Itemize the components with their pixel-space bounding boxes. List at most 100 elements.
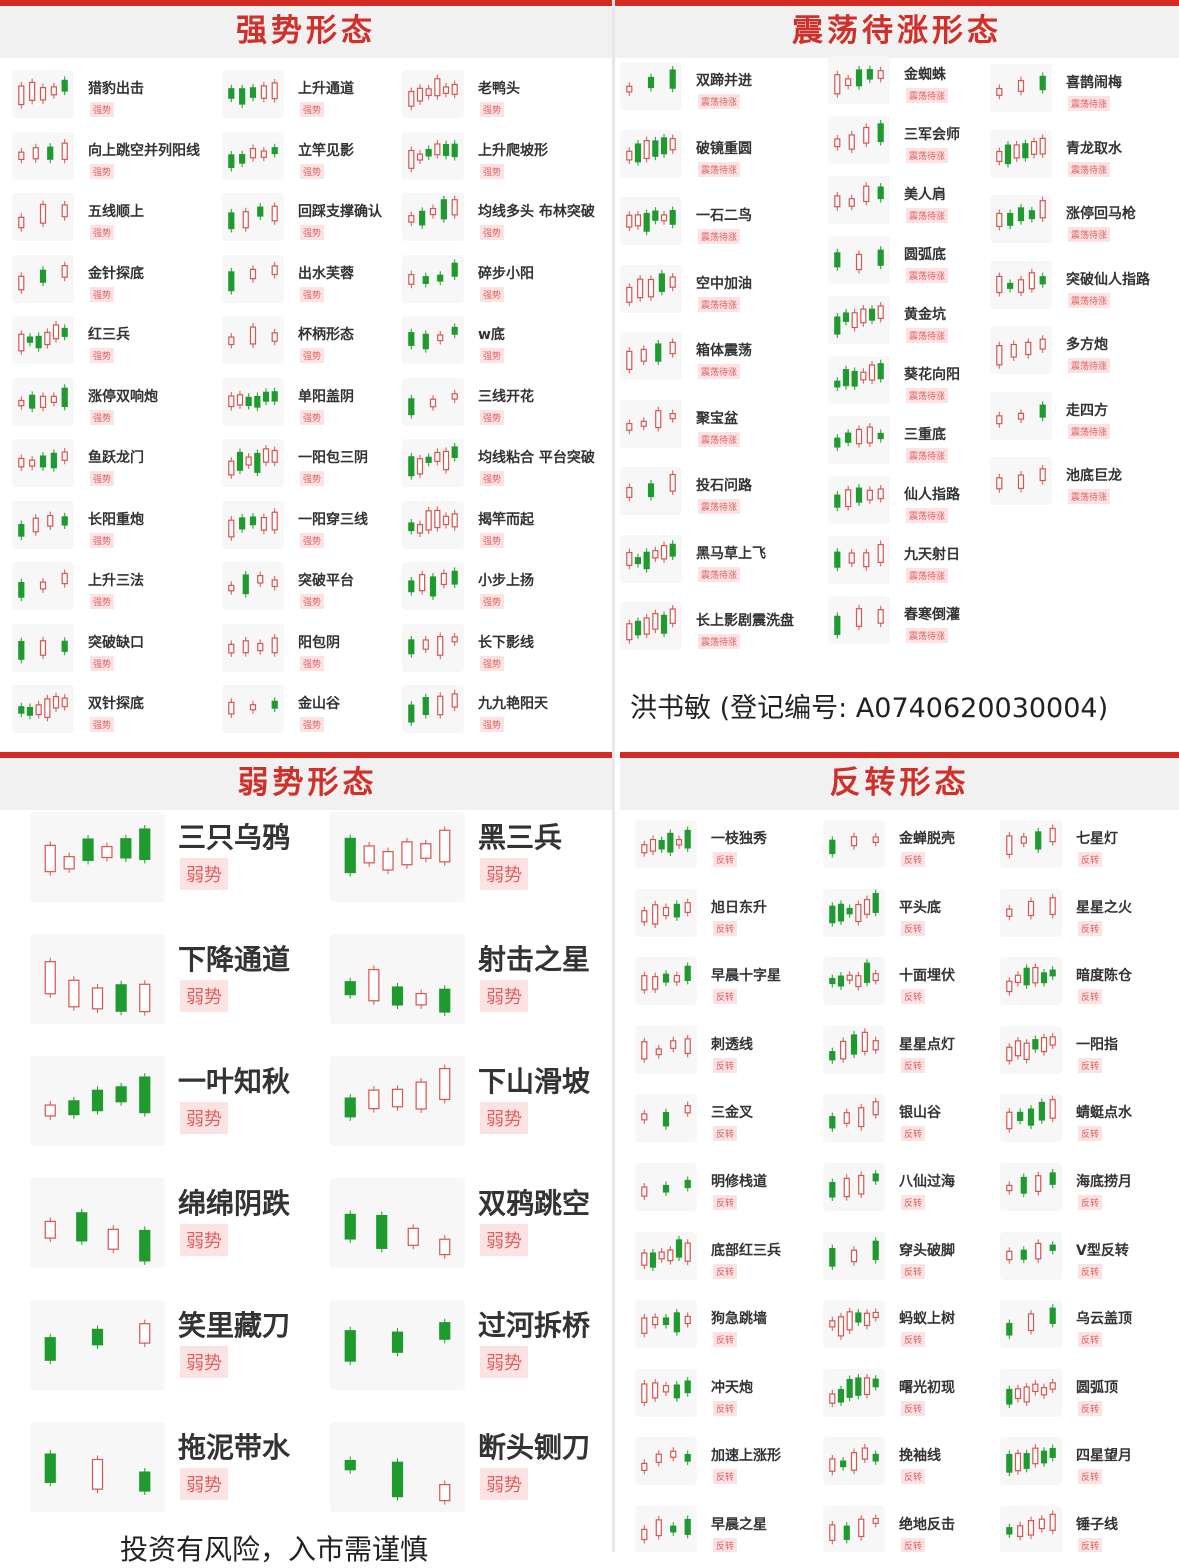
candle-body [647, 483, 655, 498]
section-title: 弱势形态 [237, 765, 378, 801]
section-title: 反转形态 [829, 765, 970, 801]
candle-body [877, 305, 884, 319]
candlestick-pattern-icon [620, 332, 682, 380]
candlestick-pattern-icon [990, 391, 1052, 440]
candle-body [257, 206, 264, 217]
candle-body [245, 396, 252, 406]
pattern-tag: 震荡待涨 [1068, 227, 1111, 242]
candle-body [840, 1460, 847, 1468]
candle-body [44, 1104, 56, 1117]
candle-body [239, 516, 246, 529]
candle-body [271, 146, 278, 154]
section-header: 弱势形态 [0, 752, 615, 810]
pattern-name: 挽袖线 [899, 1448, 941, 1465]
pattern-name: 四星望月 [1076, 1448, 1132, 1465]
candle-body [50, 395, 57, 403]
candle-body [439, 988, 451, 1013]
candlestick-pattern-icon [12, 377, 74, 426]
pattern-tag: 强势 [480, 348, 505, 363]
candlestick-pattern-icon [402, 623, 464, 672]
candlestick-pattern-icon [222, 316, 284, 364]
candlestick-pattern-icon [1000, 1094, 1062, 1143]
pattern-name: 涨停回马枪 [1066, 206, 1136, 222]
candle-body [139, 828, 151, 860]
pattern-name: 上升通道 [298, 81, 354, 97]
candle-body [626, 214, 633, 228]
pattern-name: 破镜重圆 [696, 140, 752, 157]
candle-body [667, 832, 674, 853]
candle-body [877, 363, 884, 380]
pattern-tag: 反转 [1078, 920, 1103, 936]
candle-body [61, 640, 68, 652]
candle-body [76, 1212, 88, 1242]
pattern-name: 绝地反击 [899, 1517, 955, 1533]
candle-body [47, 146, 54, 160]
candle-body [44, 698, 51, 718]
candle-body [866, 489, 873, 501]
pattern-tag: 反转 [713, 1057, 738, 1073]
candle-body [829, 905, 836, 923]
candle-body [39, 455, 47, 468]
candle-body [634, 556, 642, 564]
risk-disclaimer: 投资有风险，入市需谨慎 [120, 1533, 429, 1566]
candle-body [442, 450, 450, 471]
candlestick-pattern-icon [402, 254, 464, 303]
pattern-name: 一枝独秀 [711, 831, 767, 847]
candle-body [684, 1105, 691, 1114]
candlestick-pattern-icon [823, 1368, 885, 1417]
candlestick-pattern-icon [635, 888, 697, 937]
candle-body [228, 460, 235, 476]
pattern-name: 金山谷 [298, 696, 340, 712]
candle-body [61, 387, 68, 407]
candle-body [1006, 835, 1013, 855]
pattern-tag: 震荡待涨 [698, 634, 741, 649]
candle-body [1032, 967, 1039, 984]
candle-body [451, 143, 458, 157]
candle-body [860, 308, 867, 324]
candle-body [834, 195, 841, 208]
pattern-tag: 反转 [1078, 989, 1103, 1005]
candle-body [829, 1247, 836, 1267]
pattern-name: 断头铡刀 [478, 1431, 591, 1464]
candlestick-pattern-icon [828, 416, 890, 464]
pattern-tag: 强势 [90, 471, 115, 486]
candle-body [1004, 144, 1012, 164]
candle-body [1049, 1099, 1056, 1120]
candle-body [872, 1454, 879, 1462]
candle-body [39, 639, 47, 656]
candle-body [669, 543, 676, 557]
candlestick-pattern-icon [823, 1163, 885, 1211]
candle-body [1014, 974, 1022, 984]
pattern-name: 仙人指路 [904, 487, 960, 503]
candle-body [684, 1179, 691, 1189]
candle-body [408, 149, 415, 169]
pattern-tag: 震荡待涨 [698, 499, 741, 514]
candle-body [626, 286, 633, 303]
candle-body [643, 212, 650, 232]
pattern-tag: 强势 [90, 348, 115, 363]
candle-body [658, 1251, 665, 1259]
candle-body [877, 432, 884, 440]
candlestick-pattern-icon [30, 1422, 165, 1512]
pattern-name: 上升三法 [88, 573, 144, 589]
candlestick-pattern-icon [635, 1231, 697, 1280]
candlestick-pattern-icon [990, 457, 1052, 505]
pattern-name: 出水芙蓉 [298, 265, 354, 282]
pattern-tag: 震荡待涨 [906, 328, 949, 343]
candlestick-pattern-icon [1000, 1437, 1062, 1486]
candle-body [29, 81, 36, 101]
candle-body [1006, 1454, 1013, 1474]
candle-body [1006, 1250, 1013, 1260]
pattern-name: 双蹄并进 [696, 73, 752, 89]
candle-body [1014, 1387, 1022, 1399]
pattern-name: 鱼跃龙门 [88, 450, 144, 466]
candle-body [1023, 967, 1030, 986]
candle-body [1027, 1108, 1035, 1127]
candlestick-pattern-icon [620, 602, 682, 650]
candle-body [271, 332, 278, 342]
candle-body [1049, 1513, 1056, 1531]
candle-body [652, 903, 659, 925]
pattern-tag: 反转 [901, 1538, 926, 1552]
candle-body [52, 696, 60, 709]
candle-body [249, 268, 257, 279]
